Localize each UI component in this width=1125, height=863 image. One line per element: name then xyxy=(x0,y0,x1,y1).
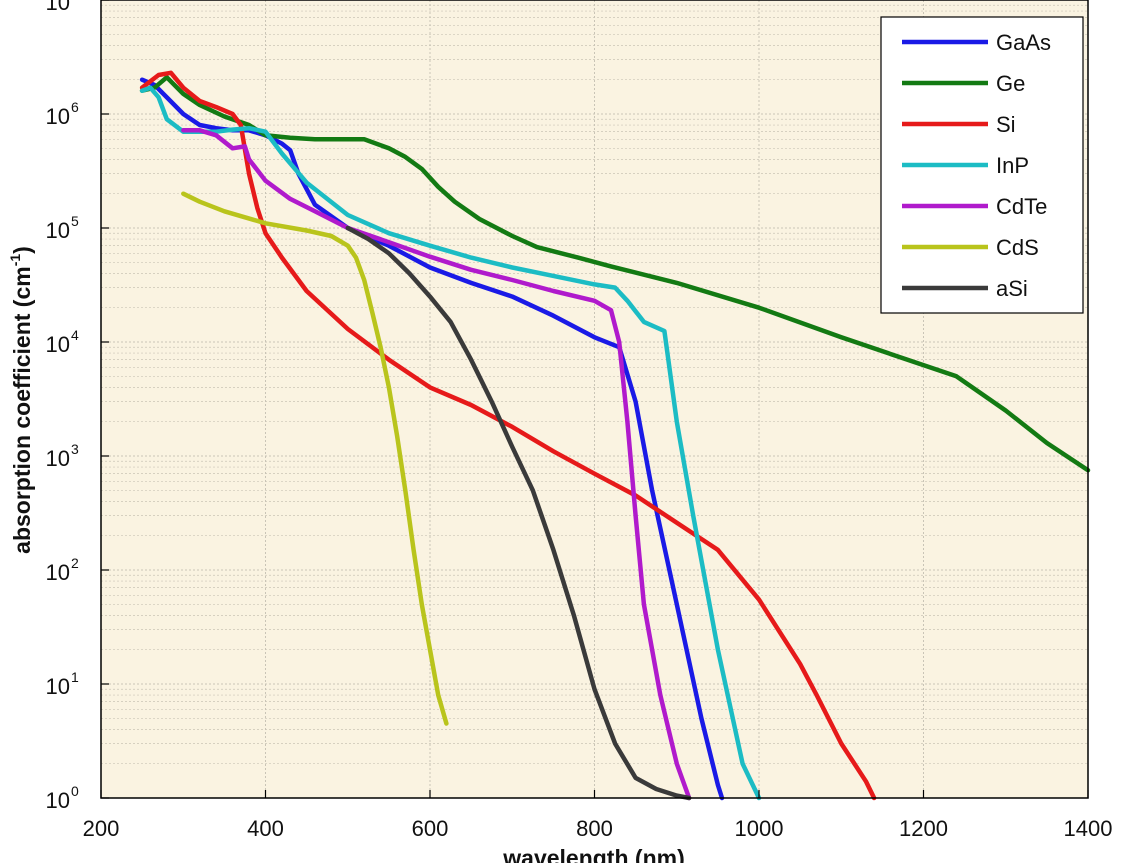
legend-label-si: Si xyxy=(996,112,1016,137)
series-line-asi xyxy=(345,225,692,801)
y-axis-title-main: absorption coefficient (cm xyxy=(9,266,35,554)
y-tick-exponent: 7 xyxy=(71,0,79,1)
svg-text:absorption coefficient (cm-1): absorption coefficient (cm-1) xyxy=(7,246,35,554)
y-tick-exponent: 2 xyxy=(71,555,79,571)
y-axis: 100101102103104105106107 xyxy=(46,0,109,813)
y-tick-label: 10 xyxy=(46,674,70,699)
y-tick-exponent: 3 xyxy=(71,441,79,457)
y-tick-label: 10 xyxy=(46,104,70,129)
y-tick-exponent: 6 xyxy=(71,99,79,115)
x-tick-label: 200 xyxy=(83,816,120,841)
legend-label-ge: Ge xyxy=(996,71,1025,96)
x-axis: 200 400 600 800 1000 1200 1400 xyxy=(83,790,1113,841)
x-axis-title: wavelength (nm) xyxy=(502,845,684,863)
series-line-ge xyxy=(139,75,1091,473)
y-tick-exponent: 5 xyxy=(71,213,79,229)
legend-label-inp: InP xyxy=(996,153,1029,178)
y-tick-exponent: 1 xyxy=(71,669,79,685)
legend-label-cds: CdS xyxy=(996,235,1039,260)
y-axis-title: absorption coefficient (cm-1) xyxy=(7,246,35,554)
series-line-cdte xyxy=(181,128,692,801)
y-tick-label: 10 xyxy=(46,218,70,243)
series-line-cds xyxy=(181,191,449,726)
y-tick-exponent: 4 xyxy=(71,327,79,343)
y-axis-title-close: ) xyxy=(9,246,35,254)
x-tick-label: 1200 xyxy=(899,816,948,841)
x-tick-label: 800 xyxy=(576,816,613,841)
x-tick-label: 400 xyxy=(247,816,284,841)
y-tick-label: 10 xyxy=(46,560,70,585)
y-tick-label: 10 xyxy=(46,0,70,15)
series-lines xyxy=(139,70,1091,801)
legend: GaAs Ge Si InP CdTe CdS aSi xyxy=(880,16,1084,314)
legend-label-gaas: GaAs xyxy=(996,30,1051,55)
x-tick-label: 1000 xyxy=(735,816,784,841)
x-tick-label: 1400 xyxy=(1064,816,1113,841)
y-tick-label: 10 xyxy=(46,446,70,471)
x-tick-label: 600 xyxy=(412,816,449,841)
y-tick-label: 10 xyxy=(46,332,70,357)
series-line-si xyxy=(139,70,877,801)
y-tick-exponent: 0 xyxy=(71,783,79,799)
legend-label-asi: aSi xyxy=(996,276,1028,301)
y-tick-label: 10 xyxy=(46,788,70,813)
y-axis-title-exponent: -1 xyxy=(7,254,23,267)
legend-label-cdte: CdTe xyxy=(996,194,1047,219)
